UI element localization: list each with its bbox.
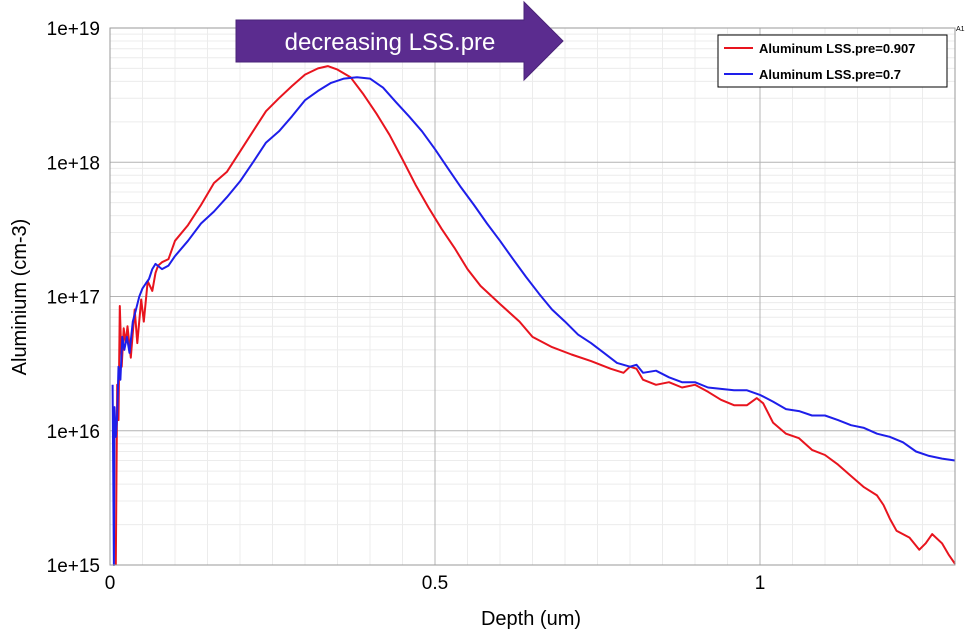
legend: Aluminum LSS.pre=0.907 Aluminum LSS.pre=… <box>717 34 948 88</box>
corner-label: A1 <box>956 26 965 33</box>
legend-label-1: Aluminum LSS.pre=0.7 <box>759 67 901 82</box>
legend-box <box>717 34 948 88</box>
series-layer <box>111 65 956 566</box>
x-tick-label: 0 <box>105 573 116 594</box>
annotation-arrow: decreasing LSS.pre <box>235 0 564 82</box>
series-line-0 <box>114 65 956 566</box>
x-tick-label: 0.5 <box>422 573 448 594</box>
tick-labels: 0 0.5 1 1e+15 1e+16 1e+17 1e+18 1e+19 <box>47 19 766 594</box>
y-tick-label: 1e+16 <box>47 422 100 443</box>
x-tick-label: 1 <box>755 573 766 594</box>
y-tick-label: 1e+15 <box>47 556 100 577</box>
y-tick-label: 1e+17 <box>47 288 100 309</box>
arrow-label: decreasing LSS.pre <box>285 29 496 56</box>
arrow-shape <box>235 0 564 82</box>
y-tick-label: 1e+19 <box>47 19 100 40</box>
legend-label-0: Aluminum LSS.pre=0.907 <box>759 41 915 56</box>
series-line-1 <box>111 76 956 566</box>
y-tick-label: 1e+18 <box>47 153 100 174</box>
y-axis-title: Aluminium (cm-3) <box>9 219 31 376</box>
x-axis-title: Depth (um) <box>481 608 581 630</box>
